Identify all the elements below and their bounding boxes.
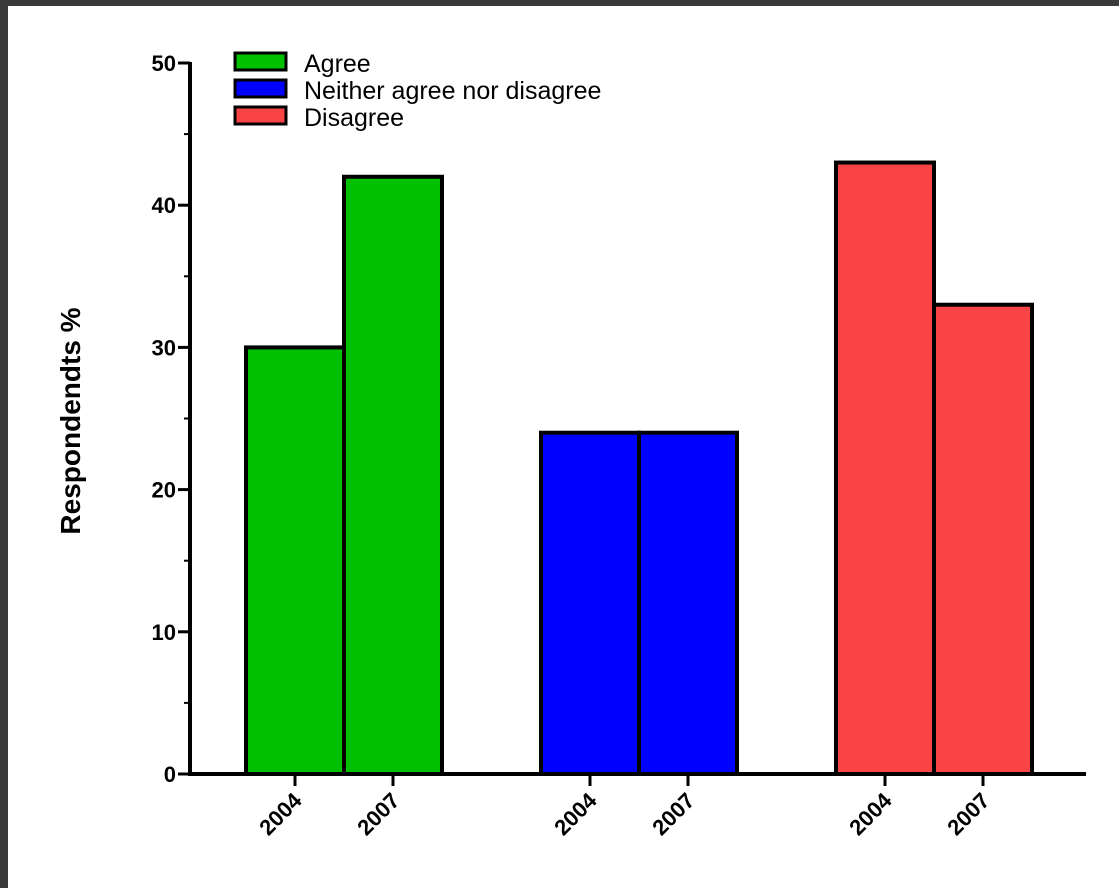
legend-swatch: [233, 105, 288, 126]
x-tick-label: 2004: [254, 787, 307, 840]
x-tick-label: 2004: [844, 787, 897, 840]
x-axis: 2004 2007 2004 2007 2004 2007: [188, 772, 1086, 840]
y-tick-label: 0: [164, 762, 176, 787]
bar: [834, 160, 936, 777]
legend-label: Agree: [304, 50, 371, 78]
x-tick-label: 2007: [942, 788, 994, 840]
bar-chart: 0 10 20 30 40 50 2004 2007 2004 2007 2004 2007 Agr…: [55, 50, 1086, 840]
y-tick-label: 40: [152, 193, 176, 218]
chart-frame: 0 10 20 30 40 50 2004 2007 2004 2007 2004 2007 Agr…: [8, 6, 1119, 888]
legend-label: Neither agree nor disagree: [304, 77, 601, 105]
legend-swatch: [233, 51, 288, 72]
y-tick-label: 20: [152, 478, 176, 503]
y-axis: 0 10 20 30 40 50: [152, 51, 192, 787]
bar: [637, 430, 739, 776]
legend-swatch: [233, 78, 288, 99]
bars: [244, 160, 1034, 777]
x-tick-label: 2004: [549, 787, 602, 840]
x-tick-label: 2007: [352, 788, 404, 840]
y-tick-label: 30: [152, 335, 176, 360]
legend-label: Disagree: [304, 104, 404, 132]
y-tick-label: 50: [152, 51, 176, 76]
bar: [342, 174, 444, 776]
y-axis-title: Respondendts %: [55, 307, 86, 534]
y-tick-label: 10: [152, 620, 176, 645]
bar: [244, 345, 346, 776]
bar: [539, 430, 641, 776]
x-tick-label: 2007: [647, 788, 699, 840]
bar: [932, 302, 1034, 776]
